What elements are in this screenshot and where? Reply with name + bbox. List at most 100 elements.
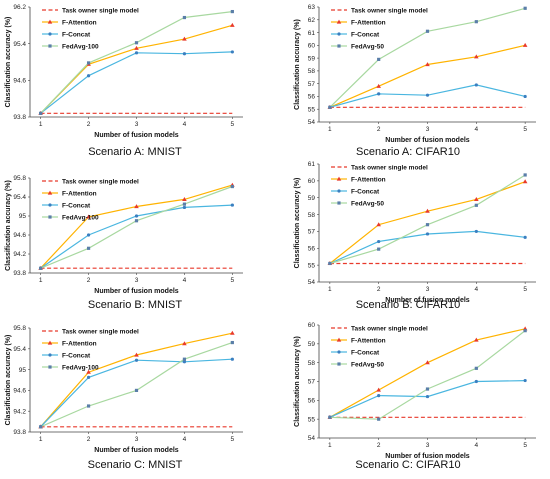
chart-panel-3: 93.8 94.2 94.6 95 95.4 95.8 1 2 3 4 5 Number of fus… [5,175,243,311]
legend-marker [48,365,52,369]
x-axis-label: Number of fusion models [385,453,470,460]
data-point [474,366,478,370]
y-tick-label: 59 [308,341,316,348]
y-tick-label: 95.8 [13,175,26,182]
series-line [40,185,233,269]
legend-marker [336,337,342,342]
data-point [474,337,479,342]
legend-label: F-Attention [351,176,386,183]
data-point [328,415,332,419]
x-axis-label: Number of fusion models [385,297,470,304]
x-tick-label: 2 [87,436,91,443]
data-point [134,204,139,209]
y-tick-label: 95 [19,213,27,220]
x-tick-label: 2 [87,277,91,284]
legend-label: F-Attention [62,190,97,197]
y-tick-label: 95.4 [13,194,26,201]
x-tick-label: 3 [135,277,139,284]
y-tick-label: 61 [308,161,316,168]
legend-marker [48,44,52,48]
y-tick-label: 59 [308,55,316,62]
legend-label: FedAvg-100 [62,364,99,371]
y-tick-label: 93.8 [13,429,26,436]
x-tick-label: 5 [523,126,527,133]
chart-panel-2: 54 55 56 57 58 59 60 61 62 63 1 2 3 4 5 Number of fusio… [294,4,536,158]
data-point [134,51,139,55]
data-point [134,219,139,223]
data-point [230,330,235,335]
y-tick-label: 54 [308,279,316,286]
y-tick-label: 95.4 [13,41,26,48]
legend-label: FedAvg-50 [351,200,384,207]
panel-caption: Scenario A: MNIST [88,146,182,158]
y-tick-label: 94.6 [13,78,26,85]
data-point [425,232,430,236]
y-tick-label: 94.6 [13,388,26,395]
data-point [134,214,139,218]
data-point [425,29,430,33]
y-tick-label: 61 [308,30,316,37]
legend-marker [337,44,341,48]
x-tick-label: 1 [328,442,332,449]
legend-label: FedAvg-50 [351,43,384,50]
y-tick-label: 58 [308,212,316,219]
data-point [182,205,187,210]
x-tick-label: 3 [426,442,430,449]
x-axis-label: Number of fusion models [94,447,179,454]
legend-marker [337,201,341,205]
data-point [376,387,381,392]
data-point [376,222,381,227]
panel-caption: Scenario A: CIFAR10 [356,146,460,158]
x-tick-label: 3 [426,126,430,133]
chart-panel-6: 54 55 56 57 58 59 60 1 2 3 4 5 Number of fusion mode… [294,322,536,471]
y-tick-label: 95 [19,367,27,374]
x-axis-label: Number of fusion models [385,137,470,144]
data-point [376,83,381,88]
data-point [425,360,430,365]
data-point [182,15,187,20]
x-tick-label: 1 [328,126,332,133]
data-point [230,22,235,27]
data-point [230,203,234,207]
y-tick-label: 58 [308,360,316,367]
data-point [230,9,234,14]
y-tick-label: 55 [308,106,316,113]
y-tick-label: 96.2 [13,4,26,11]
data-point [474,229,478,234]
legend-marker [48,353,52,357]
legend-marker [337,189,341,193]
data-point [182,36,187,41]
x-tick-label: 3 [426,286,430,293]
y-tick-label: 55 [308,262,316,269]
data-point [134,45,139,50]
series-line [40,24,233,114]
y-tick-label: 62 [308,17,316,24]
y-tick-label: 57 [308,229,316,236]
chart-panel-1: 93.8 94.6 95.4 96.2 1 2 3 4 5 Number of fusion mo… [5,4,243,158]
data-point [182,341,187,346]
legend-label: F-Concat [351,349,380,356]
data-point [86,61,91,65]
x-tick-label: 1 [328,286,332,293]
x-tick-label: 3 [135,121,139,128]
legend-marker [47,19,53,24]
data-point [523,235,527,239]
legend-marker [47,340,53,345]
data-point [86,375,91,379]
data-point [182,357,187,361]
data-point [86,74,91,78]
legend-label: F-Concat [62,202,91,209]
y-tick-label: 60 [308,43,316,50]
series-line [329,380,526,418]
x-tick-label: 4 [475,286,479,293]
data-point [328,105,332,109]
legend-marker [48,203,52,207]
data-point [86,233,91,237]
data-point [474,54,479,59]
data-point [474,20,478,24]
legend-label: FedAvg-50 [351,361,384,368]
x-axis-label: Number of fusion models [94,288,179,295]
legend-label: F-Attention [62,19,97,26]
x-tick-label: 4 [183,121,187,128]
